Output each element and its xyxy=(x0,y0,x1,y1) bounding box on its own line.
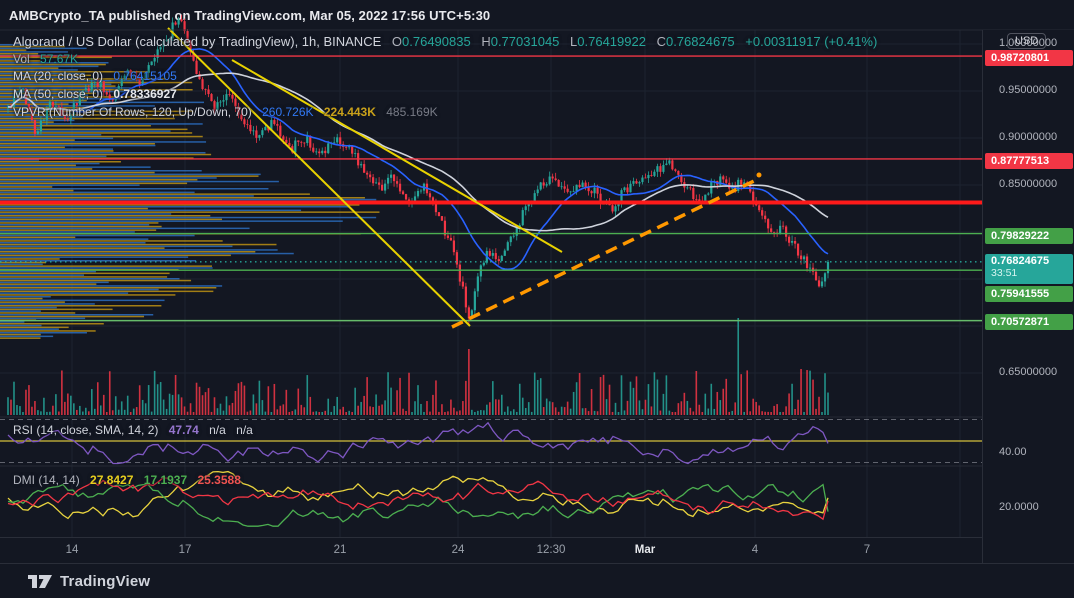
ma20-legend-row[interactable]: MA (20, close, 0) 0.76415105 xyxy=(13,69,177,83)
bar-countdown: 33:51 xyxy=(991,267,1018,279)
ohlc-change-value: +0.00311917 (+0.41%) xyxy=(745,34,878,49)
ohlc-low-value: 0.76419922 xyxy=(577,34,646,49)
vpvr-total-volume: 485.169K xyxy=(386,105,438,119)
dmi-axis-tick: 20.0000 xyxy=(999,501,1039,513)
last-price-value: 0.76824675 xyxy=(991,255,1050,267)
ohlc-low-label: L xyxy=(570,34,578,49)
time-tick-month: Mar xyxy=(634,544,656,556)
tradingview-logo-icon[interactable] xyxy=(28,573,52,590)
time-tick: 24 xyxy=(451,544,465,556)
price-tick: 0.90000000 xyxy=(999,131,1058,143)
price-tick: 0.85000000 xyxy=(999,178,1058,190)
price-level-badge: 0.87777513 xyxy=(985,153,1073,169)
dmi-label: DMI (14, 14) xyxy=(13,473,80,487)
dmi-adx-value: 27.8427 xyxy=(90,473,134,487)
footer-bar: TradingView xyxy=(0,563,1074,598)
time-tick: 21 xyxy=(333,544,347,556)
ohlc-close-label: C xyxy=(656,34,666,49)
ma20-label: MA (20, close, 0) xyxy=(13,69,104,83)
ohlc-high-value: 0.77031045 xyxy=(490,34,560,49)
symbol-title: Algorand / US Dollar (calculated by Trad… xyxy=(13,34,382,49)
currency-toggle-button[interactable]: USD xyxy=(1007,33,1047,49)
time-tick: 14 xyxy=(65,544,79,556)
volume-label: Vol xyxy=(13,52,30,66)
ma50-label: MA (50, close, 0) xyxy=(13,87,104,101)
time-axis[interactable]: 14 17 21 24 12:30 Mar 4 7 xyxy=(0,537,982,563)
rsi-na2-value: n/a xyxy=(236,423,253,437)
price-tick: 0.95000000 xyxy=(999,84,1058,96)
tradingview-brand-text[interactable]: TradingView xyxy=(60,572,151,590)
vpvr-legend-row[interactable]: VPVR (Number Of Rows, 120, Up/Down, 70) … xyxy=(13,105,438,119)
price-level-badge: 0.98720801 xyxy=(985,50,1073,66)
price-tick: 0.65000000 xyxy=(999,366,1058,378)
time-tick: 4 xyxy=(751,544,759,556)
price-axis[interactable]: USD 1.00000000 0.95000000 0.90000000 0.8… xyxy=(982,30,1074,563)
rsi-value: 47.74 xyxy=(168,423,199,437)
rsi-label: RSI (14, close, SMA, 14, 2) xyxy=(13,423,159,437)
rsi-axis-tick: 40.00 xyxy=(999,446,1027,458)
vpvr-label: VPVR (Number Of Rows, 120, Up/Down, 70) xyxy=(13,105,252,119)
ma50-legend-row[interactable]: MA (50, close, 0) 0.78336927 xyxy=(13,87,177,101)
ma50-value: 0.78336927 xyxy=(113,87,177,101)
header-published-text: AMBCrypto_TA published on TradingView.co… xyxy=(9,8,491,23)
price-level-badge: 0.70572871 xyxy=(985,314,1073,330)
price-tick: 1.00000000 xyxy=(999,37,1058,49)
symbol-legend[interactable]: Algorand / US Dollar (calculated by Trad… xyxy=(13,34,877,49)
price-level-badge: 0.75941555 xyxy=(985,286,1073,302)
volume-value: 57.67K xyxy=(40,52,79,66)
dmi-minus-di-value: 25.3588 xyxy=(197,473,241,487)
time-tick: 17 xyxy=(178,544,192,556)
ohlc-close-value: 0.76824675 xyxy=(665,34,735,49)
rsi-na1-value: n/a xyxy=(209,423,226,437)
dmi-legend-row[interactable]: DMI (14, 14) 27.8427 17.1937 25.3588 xyxy=(13,473,241,487)
time-tick: 12:30 xyxy=(536,544,566,556)
volume-legend-row[interactable]: Vol 57.67K xyxy=(13,52,78,66)
vpvr-up-volume: 260.726K xyxy=(262,105,314,119)
ohlc-open-label: O xyxy=(391,34,403,49)
rsi-legend-row[interactable]: RSI (14, close, SMA, 14, 2) 47.74 n/a n/… xyxy=(13,423,253,437)
ma20-value: 0.76415105 xyxy=(113,69,177,83)
vpvr-down-volume: 224.443K xyxy=(323,105,376,119)
price-level-badge: 0.79829222 xyxy=(985,228,1073,244)
ohlc-open-value: 0.76490835 xyxy=(402,34,471,49)
ohlc-high-label: H xyxy=(481,34,491,49)
dmi-plus-di-value: 17.1937 xyxy=(143,473,188,487)
last-price-badge: 0.76824675 33:51 xyxy=(985,254,1073,284)
time-tick: 7 xyxy=(863,544,871,556)
